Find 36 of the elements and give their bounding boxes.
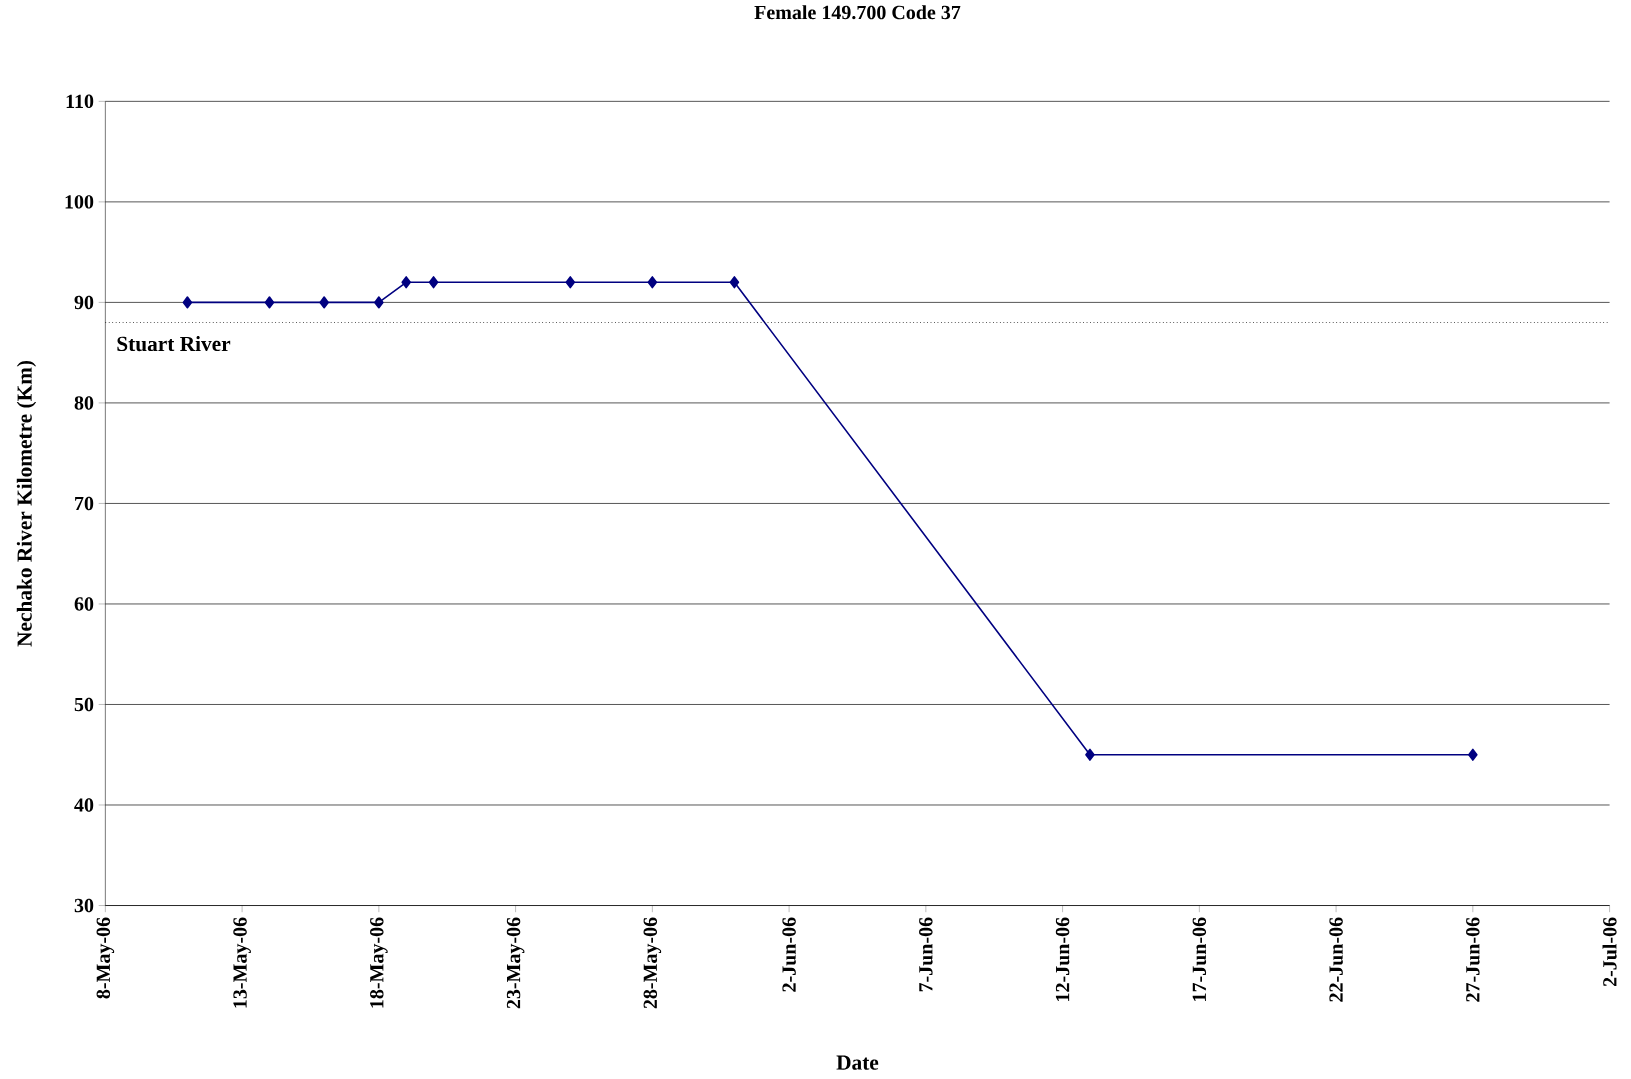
x-tick-label: 2-Jun-06 <box>782 917 796 992</box>
y-tick-label: 50 <box>74 697 94 712</box>
point <box>401 276 412 289</box>
x-tick-label: 2-Jul-06 <box>1602 917 1617 987</box>
x-tick-label: 22-Jun-06 <box>1329 917 1343 1002</box>
y-tick-label: 30 <box>74 898 94 913</box>
point <box>319 296 329 309</box>
point <box>182 296 193 309</box>
x-tick-label: 18-May-06 <box>370 917 388 1008</box>
point <box>1085 748 1095 761</box>
x-tick-label: 28-May-06 <box>643 917 662 1009</box>
y-tick-label: 60 <box>74 597 94 611</box>
y-tick-label: 40 <box>74 798 94 812</box>
x-tick-label: 27-Jun-06 <box>1466 917 1480 1002</box>
ref-line-label: Stuart River <box>117 336 231 352</box>
x-tick-label: 23-May-06 <box>506 917 525 1009</box>
point <box>374 296 384 309</box>
chart-title: Female 149.700 Code 37 <box>754 5 961 20</box>
x-tick-label: 8-May-06 <box>96 917 115 999</box>
y-tick-label: 100 <box>65 195 94 209</box>
point <box>1468 748 1478 761</box>
point <box>264 296 275 309</box>
y-tick-label: 110 <box>66 94 94 109</box>
y-tick-label: 70 <box>75 496 94 511</box>
x-tick-label: 13-May-06 <box>233 917 251 1008</box>
y-tick-label: 90 <box>74 295 94 310</box>
x-tick-label: 12-Jun-06 <box>1055 917 1070 1001</box>
point <box>565 276 576 289</box>
y-tick-label: 80 <box>74 396 94 410</box>
y-axis-title: Nechako River Kilometre (Km) <box>16 360 37 647</box>
x-tick-label: 17-Jun-06 <box>1192 917 1207 1001</box>
point <box>729 276 740 289</box>
point <box>647 276 658 289</box>
point <box>428 276 439 289</box>
x-axis-title: Date <box>836 1055 879 1070</box>
x-tick-label: 7-Jun-06 <box>919 917 933 992</box>
